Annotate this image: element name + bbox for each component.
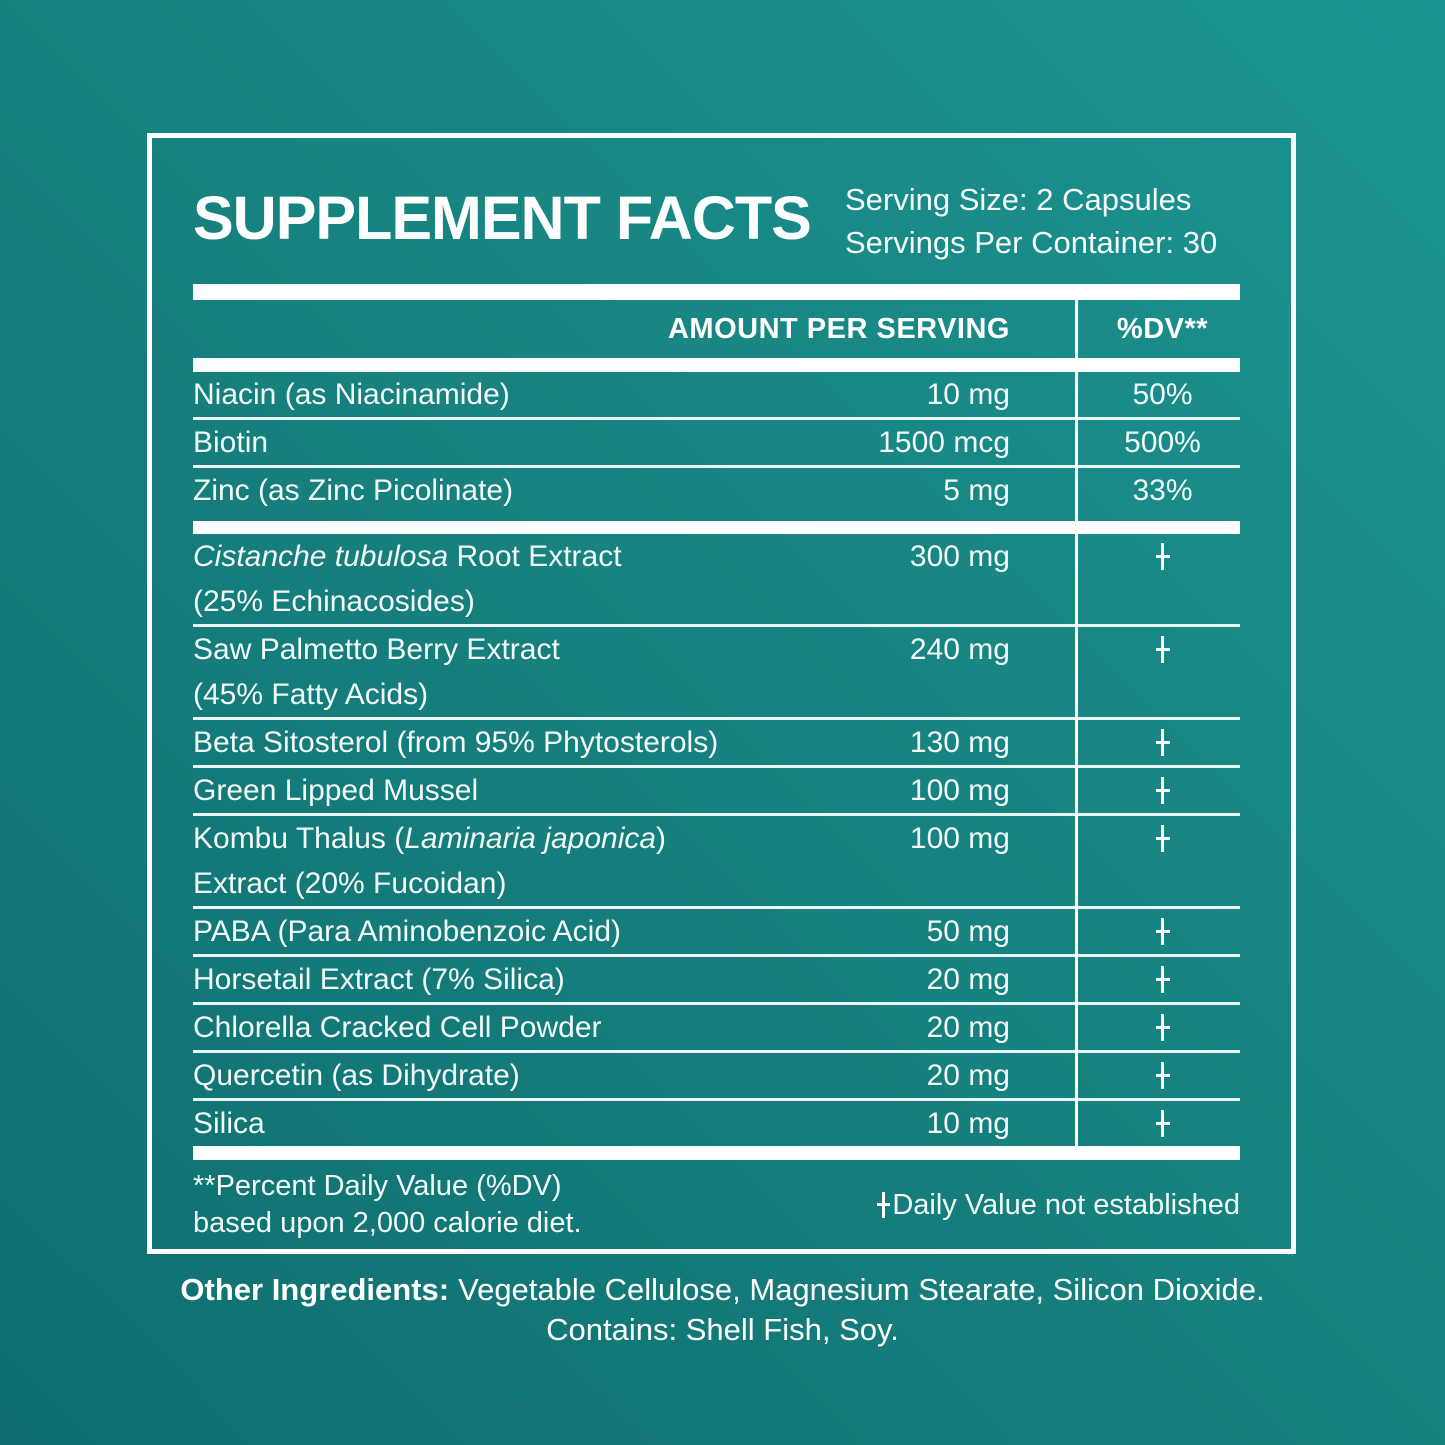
table-row: Horsetail Extract (7% Silica) 20 mg [193, 957, 1240, 1005]
amount-per-serving-value: 20 mg [926, 1059, 1010, 1092]
other-ingredients-line: Other Ingredients: Vegetable Cellulose, M… [0, 1270, 1445, 1310]
table-row: Saw Palmetto Berry Extract (45% Fatty Aci… [193, 627, 1240, 720]
table-row: Biotin 1500 mcg 500% [193, 420, 1240, 468]
dagger-icon [877, 1192, 891, 1218]
supplement-facts-panel: SUPPLEMENT FACTS Serving Size: 2 Capsule… [147, 133, 1296, 1254]
daily-value-not-established [1075, 768, 1240, 804]
ingredient-name-line2: Extract (20% Fucoidan) [193, 867, 507, 900]
daily-value-not-established [1075, 1053, 1240, 1089]
amount-per-serving-value: 100 mg [909, 774, 1010, 807]
ingredient-name: Kombu Thalus (Laminaria japonica) Extract… [193, 816, 845, 906]
table-row-group: Niacin (as Niacinamide) 10 mg 50% Biotin 150… [193, 372, 1240, 521]
other-ingredients-section: Other Ingredients: Vegetable Cellulose, M… [0, 1270, 1445, 1350]
ingredient-name: Silica [193, 1107, 265, 1140]
dagger-icon [1155, 636, 1170, 663]
serving-info: Serving Size: 2 Capsules Servings Per Co… [845, 178, 1217, 264]
daily-value-not-established [1075, 1101, 1240, 1137]
dagger-icon [1155, 825, 1170, 852]
bottom-separator-bar [193, 1146, 1240, 1160]
daily-value-not-established [1075, 720, 1240, 756]
dagger-icon [1155, 1062, 1170, 1089]
ingredient-name-line2: (25% Echinacosides) [193, 585, 475, 618]
ingredient-name: PABA (Para Aminobenzoic Acid) [193, 915, 621, 948]
ingredient-name: Zinc (as Zinc Picolinate) [193, 474, 514, 507]
ingredient-name: Niacin (as Niacinamide) [193, 378, 510, 411]
table-row: PABA (Para Aminobenzoic Acid) 50 mg [193, 909, 1240, 957]
ingredient-name: Horsetail Extract (7% Silica) [193, 963, 565, 996]
table-row: Green Lipped Mussel 100 mg [193, 768, 1240, 816]
dagger-icon [1155, 1014, 1170, 1041]
dagger-icon [1155, 918, 1170, 945]
daily-value-not-established [1075, 816, 1240, 852]
panel-header: SUPPLEMENT FACTS Serving Size: 2 Capsule… [193, 138, 1240, 284]
amount-per-serving-value: 130 mg [909, 726, 1010, 759]
table-row: Quercetin (as Dihydrate) 20 mg [193, 1053, 1240, 1101]
table-row: Beta Sitosterol (from 95% Phytosterols) 1… [193, 720, 1240, 768]
daily-value-not-established [1075, 1005, 1240, 1041]
header-separator-bar [193, 358, 1240, 372]
daily-value-not-established [1075, 534, 1240, 570]
daily-value: 500% [1124, 426, 1201, 459]
footnote-percent-dv-line1: **Percent Daily Value (%DV) [193, 1170, 562, 1202]
table-header-dv: %DV** [1116, 312, 1209, 345]
amount-per-serving-value: 10 mg [926, 378, 1010, 411]
ingredient-name: Cistanche tubulosa Root Extract (25% Echi… [193, 534, 845, 624]
footnote-percent-dv-line2: based upon 2,000 calorie diet. [193, 1207, 582, 1239]
amount-per-serving-value: 100 mg [909, 822, 1010, 855]
amount-per-serving-value: 50 mg [926, 915, 1010, 948]
amount-per-serving-value: 10 mg [926, 1107, 1010, 1140]
table-rows-container: Niacin (as Niacinamide) 10 mg 50% Biotin 150… [193, 372, 1240, 1146]
amount-per-serving-value: 5 mg [943, 474, 1010, 507]
table-row: Zinc (as Zinc Picolinate) 5 mg 33% [193, 468, 1240, 513]
table-row: Kombu Thalus (Laminaria japonica) Extract… [193, 816, 1240, 909]
dagger-icon [1155, 966, 1170, 993]
dagger-icon [1155, 777, 1170, 804]
contains-line: Contains: Shell Fish, Soy. [546, 1312, 899, 1347]
table-row: Chlorella Cracked Cell Powder 20 mg [193, 1005, 1240, 1053]
table-row: Niacin (as Niacinamide) 10 mg 50% [193, 372, 1240, 420]
table-row: Silica 10 mg [193, 1101, 1240, 1146]
ingredient-name: Green Lipped Mussel [193, 774, 479, 807]
ingredient-name: Chlorella Cracked Cell Powder [193, 1011, 602, 1044]
servings-per-container-line: Servings Per Container: 30 [845, 225, 1218, 260]
ingredient-name: Saw Palmetto Berry Extract (45% Fatty Aci… [193, 627, 845, 717]
table-header-row: AMOUNT PER SERVING %DV** [193, 300, 1240, 358]
daily-value-not-established [1075, 909, 1240, 945]
footnote-percent-dv: **Percent Daily Value (%DV) based upon 2… [193, 1168, 582, 1242]
daily-value-not-established [1075, 957, 1240, 993]
amount-per-serving-value: 20 mg [926, 963, 1010, 996]
column-divider-line [1075, 300, 1078, 1146]
daily-value: 50% [1132, 378, 1193, 411]
ingredient-name: Biotin [193, 426, 269, 459]
panel-inner: SUPPLEMENT FACTS Serving Size: 2 Capsule… [152, 138, 1291, 1249]
facts-table: AMOUNT PER SERVING %DV** Niacin (as Niac… [193, 300, 1240, 1146]
footnote-area: **Percent Daily Value (%DV) based upon 2… [193, 1160, 1240, 1242]
amount-per-serving-value: 240 mg [909, 633, 1010, 666]
amount-per-serving-value: 1500 mcg [878, 426, 1010, 459]
amount-per-serving-value: 20 mg [926, 1011, 1010, 1044]
other-ingredients-items: Vegetable Cellulose, Magnesium Stearate,… [458, 1272, 1265, 1307]
daily-value: 33% [1132, 474, 1193, 507]
dagger-icon [1155, 1110, 1170, 1137]
table-row-group: Cistanche tubulosa Root Extract (25% Echi… [193, 534, 1240, 1146]
dagger-icon [1155, 729, 1170, 756]
footnote-dagger-note-text: Daily Value not established [892, 1188, 1240, 1221]
daily-value-not-established [1075, 627, 1240, 663]
amount-per-serving-value: 300 mg [909, 540, 1010, 573]
supplement-facts-title: SUPPLEMENT FACTS [193, 184, 812, 252]
table-header-amount: AMOUNT PER SERVING [667, 312, 1010, 345]
group-separator-bar [193, 521, 1240, 534]
other-ingredients-label: Other Ingredients: [180, 1272, 450, 1307]
dagger-icon [1155, 543, 1170, 570]
ingredient-name-line2: (45% Fatty Acids) [193, 678, 429, 711]
table-row: Cistanche tubulosa Root Extract (25% Echi… [193, 534, 1240, 627]
footnote-dagger-note: Daily Value not established [877, 1189, 1240, 1222]
ingredient-name: Beta Sitosterol (from 95% Phytosterols) [193, 726, 719, 759]
top-separator-bar [193, 284, 1240, 300]
serving-size-line: Serving Size: 2 Capsules [845, 182, 1192, 217]
ingredient-name: Quercetin (as Dihydrate) [193, 1059, 520, 1092]
